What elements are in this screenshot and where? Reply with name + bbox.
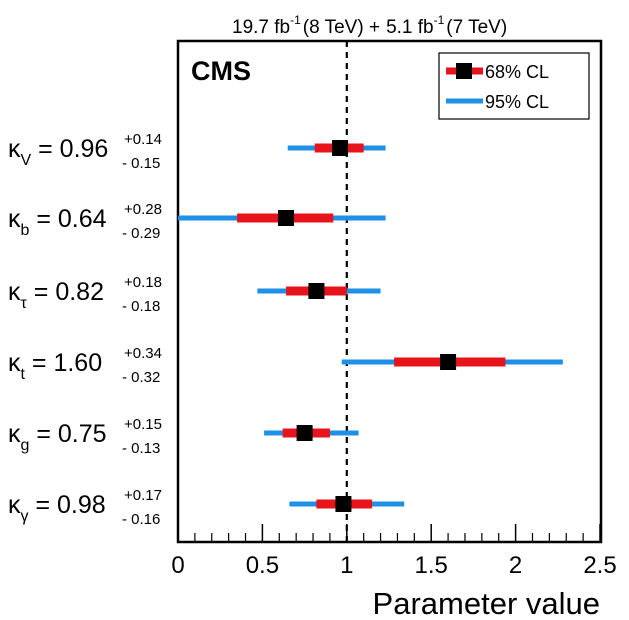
parameter-label: κg = 0.75 bbox=[8, 420, 107, 454]
error-up-label: +0.18 bbox=[124, 274, 162, 291]
best-fit-marker bbox=[440, 354, 457, 370]
error-down-label: - 0.18 bbox=[122, 298, 160, 315]
error-down-label: - 0.32 bbox=[122, 369, 160, 386]
parameter-labels: κV = 0.96 +0.14 - 0.15 κb = 0.64 +0.28 - 0.29… bbox=[8, 131, 162, 528]
best-fit-marker bbox=[335, 496, 352, 512]
tick-label: 0 bbox=[171, 552, 184, 579]
parameter-label: κγ = 0.98 bbox=[8, 491, 106, 525]
tick-label: 1.5 bbox=[415, 552, 448, 579]
x-axis-title: Parameter value bbox=[373, 586, 600, 620]
error-up-label: +0.28 bbox=[124, 201, 162, 218]
x-axis: 0 0.5 1 1.5 2 2.5 bbox=[171, 524, 617, 579]
best-fit-marker bbox=[332, 140, 349, 156]
error-up-label: +0.17 bbox=[124, 487, 162, 504]
parameter-label: κb = 0.64 bbox=[8, 205, 107, 239]
tick-label: 2.5 bbox=[583, 552, 616, 579]
tick-label: 1 bbox=[340, 552, 353, 579]
error-down-label: - 0.13 bbox=[122, 440, 160, 457]
legend-marker bbox=[456, 63, 472, 79]
error-down-label: - 0.16 bbox=[122, 511, 160, 528]
best-fit-marker bbox=[296, 425, 313, 441]
experiment-label: CMS bbox=[191, 56, 251, 86]
error-up-label: +0.34 bbox=[124, 345, 162, 362]
data-marks bbox=[178, 140, 563, 512]
legend-cl68-label: 68% CL bbox=[485, 62, 549, 82]
plot-frame bbox=[176, 39, 603, 544]
legend: 68% CL 95% CL bbox=[438, 52, 590, 120]
tick-label: 2 bbox=[509, 552, 522, 579]
error-down-label: - 0.15 bbox=[122, 155, 160, 172]
best-fit-marker bbox=[278, 210, 295, 226]
legend-cl95-label: 95% CL bbox=[485, 92, 549, 112]
parameter-label: κτ = 0.82 bbox=[8, 278, 104, 312]
tick-label: 0.5 bbox=[246, 552, 279, 579]
legend-box bbox=[438, 52, 590, 120]
parameter-label: κt = 1.60 bbox=[8, 349, 102, 383]
error-up-label: +0.15 bbox=[124, 416, 162, 433]
error-down-label: - 0.29 bbox=[122, 225, 160, 242]
best-fit-marker bbox=[308, 283, 325, 299]
error-up-label: +0.14 bbox=[124, 131, 162, 148]
lumi-header: 19.7 fb-1 (8 TeV) +5.1 fb-1 (7 TeV) bbox=[232, 13, 507, 38]
parameter-label: κV = 0.96 bbox=[8, 135, 108, 169]
